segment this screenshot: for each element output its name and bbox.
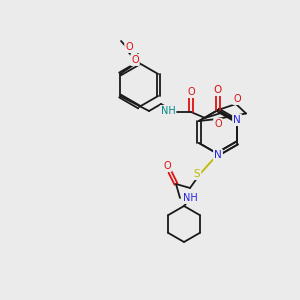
Text: NH: NH [183, 193, 197, 203]
Text: O: O [131, 55, 139, 65]
Text: O: O [233, 94, 241, 104]
Text: O: O [214, 85, 222, 95]
Text: O: O [125, 42, 133, 52]
Text: NH: NH [161, 106, 176, 116]
Text: N: N [233, 115, 241, 125]
Text: O: O [187, 87, 195, 97]
Text: O: O [214, 119, 222, 129]
Text: N: N [214, 150, 222, 160]
Text: S: S [194, 169, 200, 179]
Text: O: O [163, 161, 171, 171]
